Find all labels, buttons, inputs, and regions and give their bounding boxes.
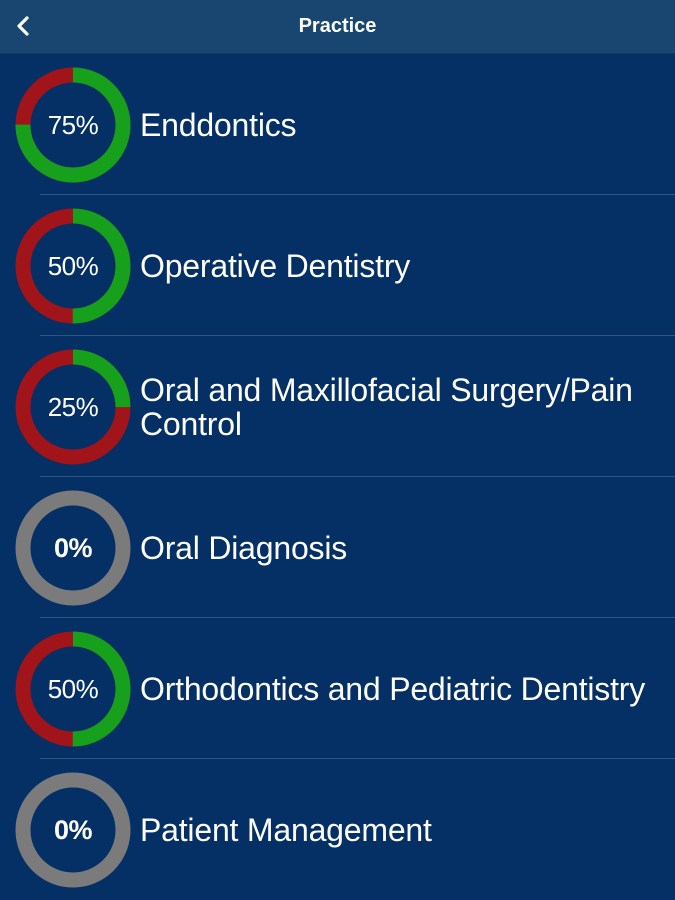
progress-percent-label: 75% [47, 110, 99, 140]
subject-row[interactable]: 50% Operative Dentistry [0, 195, 675, 336]
subject-title: Oral Diagnosis [140, 529, 348, 566]
back-button[interactable] [4, 6, 44, 46]
subject-row[interactable]: 25% Oral and Maxillofacial Surgery/Pain C… [0, 336, 675, 477]
page-title: Practice [298, 15, 377, 37]
progress-ring: 75% [15, 67, 131, 183]
row-divider [40, 335, 675, 336]
progress-empty-ring [15, 772, 131, 888]
progress-ring: 50% [15, 208, 131, 324]
subject-title: Operative Dentistry [140, 247, 411, 284]
progress-percent-label: 0% [53, 533, 93, 563]
row-divider [40, 476, 675, 477]
progress-complete-arc [15, 67, 131, 183]
progress-percent-label: 0% [53, 815, 93, 845]
progress-complete-arc [15, 208, 131, 324]
progress-ring: 0% [15, 772, 131, 888]
progress-ring: 25% [15, 349, 131, 465]
subject-row[interactable]: 0% Oral Diagnosis [0, 477, 675, 618]
row-divider [40, 758, 675, 759]
subject-row[interactable]: 0% Patient Management [0, 759, 675, 900]
subject-title: Patient Management [140, 811, 432, 848]
subject-title: Oral and Maxillofacial Surgery/Pain Cont… [140, 371, 633, 442]
progress-empty-ring [15, 490, 131, 606]
subject-list: 75% Enddontics 50% Operative Dentistry 25% Or… [0, 54, 675, 900]
progress-complete-arc [15, 349, 131, 465]
chevron-left-icon [17, 16, 29, 36]
progress-percent-label: 50% [47, 674, 99, 704]
subject-title: Orthodontics and Pediatric Dentistry [140, 670, 646, 707]
progress-complete-arc [15, 631, 131, 747]
subject-title: Enddontics [140, 106, 297, 143]
subject-row[interactable]: 75% Enddontics [0, 54, 675, 195]
row-divider [40, 617, 675, 618]
progress-ring: 50% [15, 631, 131, 747]
row-divider [40, 194, 675, 195]
subject-row[interactable]: 50% Orthodontics and Pediatric Dentistry [0, 618, 675, 759]
progress-ring: 0% [15, 490, 131, 606]
progress-percent-label: 50% [47, 251, 99, 281]
navigation-bar: Practice [0, 0, 675, 54]
progress-percent-label: 25% [47, 392, 99, 422]
